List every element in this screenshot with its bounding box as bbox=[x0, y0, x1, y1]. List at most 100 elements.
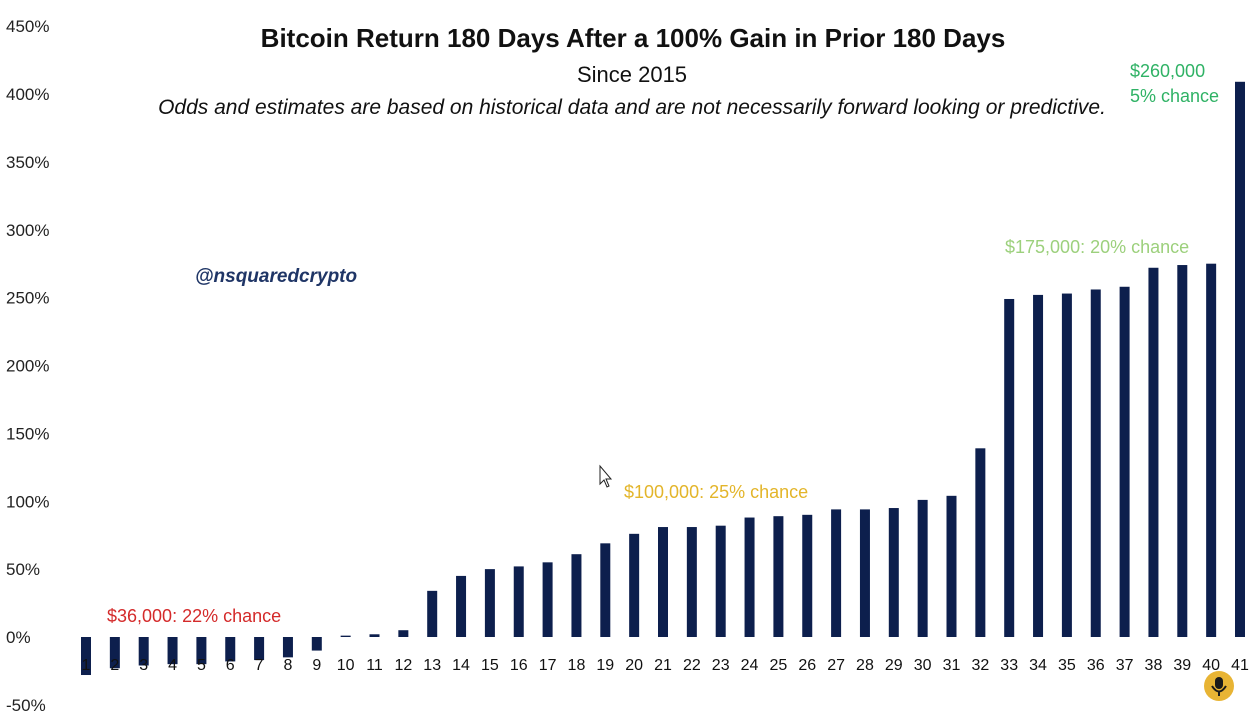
x-axis: 1 2 3 4 5 6 7 8 9 10 11 12 13 14 15 16 17 18 19 20 21 22 23 24 2… bbox=[82, 657, 1249, 674]
x-tick-label: 3 bbox=[139, 657, 148, 674]
x-tick-label: 6 bbox=[226, 657, 235, 674]
bar bbox=[225, 637, 236, 662]
bar bbox=[888, 508, 899, 637]
author-handle: @nsquaredcrypto bbox=[195, 266, 357, 287]
bar bbox=[975, 448, 986, 637]
x-tick-label: 23 bbox=[712, 657, 730, 674]
x-tick-label: 10 bbox=[337, 657, 355, 674]
bar bbox=[138, 637, 149, 666]
x-tick-label: 11 bbox=[366, 657, 383, 674]
x-tick-label: 22 bbox=[683, 657, 701, 674]
y-tick-label: 450% bbox=[6, 17, 49, 36]
bar bbox=[369, 634, 380, 637]
x-tick-label: 27 bbox=[827, 657, 845, 674]
x-tick-label: 30 bbox=[914, 657, 932, 674]
bar bbox=[1148, 267, 1159, 637]
bar bbox=[1177, 265, 1188, 637]
x-tick-label: 26 bbox=[798, 657, 816, 674]
y-tick-label: 250% bbox=[6, 289, 49, 308]
x-tick-label: 37 bbox=[1116, 657, 1134, 674]
y-tick-label: 150% bbox=[6, 424, 49, 443]
bar bbox=[1206, 263, 1217, 637]
bar bbox=[744, 517, 755, 637]
x-tick-label: 29 bbox=[885, 657, 903, 674]
x-tick-label: 16 bbox=[510, 657, 528, 674]
bar bbox=[629, 533, 640, 637]
bar bbox=[859, 509, 870, 637]
x-tick-label: 19 bbox=[596, 657, 614, 674]
bar bbox=[802, 514, 813, 637]
bar bbox=[1004, 298, 1015, 637]
bar bbox=[109, 637, 120, 669]
x-tick-label: 36 bbox=[1087, 657, 1105, 674]
x-tick-label: 35 bbox=[1058, 657, 1076, 674]
chart-title: Bitcoin Return 180 Days After a 100% Gai… bbox=[261, 23, 1006, 53]
x-tick-label: 9 bbox=[312, 657, 321, 674]
x-tick-label: 25 bbox=[770, 657, 788, 674]
bar bbox=[1090, 289, 1101, 637]
annotation-260000-chance: 5% chance bbox=[1130, 86, 1219, 106]
annotation-36000: $36,000: 22% chance bbox=[107, 606, 281, 626]
bar bbox=[773, 516, 784, 637]
x-tick-label: 2 bbox=[110, 657, 119, 674]
x-tick-label: 38 bbox=[1145, 657, 1163, 674]
x-tick-label: 20 bbox=[625, 657, 643, 674]
bar bbox=[196, 637, 207, 665]
y-tick-label: 300% bbox=[6, 221, 49, 240]
bar bbox=[167, 637, 178, 665]
bar bbox=[1033, 294, 1044, 637]
y-tick-label: 50% bbox=[6, 560, 40, 579]
bar bbox=[1119, 286, 1130, 637]
chart-disclaimer: Odds and estimates are based on historic… bbox=[158, 96, 1106, 119]
bar bbox=[398, 630, 409, 637]
bar bbox=[917, 499, 928, 637]
mouse-cursor-icon bbox=[599, 464, 613, 488]
y-tick-label: -50% bbox=[6, 696, 46, 715]
x-tick-label: 14 bbox=[452, 657, 470, 674]
bar bbox=[600, 543, 611, 637]
bar bbox=[311, 637, 322, 651]
bar bbox=[1061, 293, 1072, 637]
x-tick-label: 4 bbox=[168, 657, 177, 674]
bar bbox=[282, 637, 293, 658]
x-tick-label: 41 bbox=[1231, 657, 1249, 674]
y-tick-label: 400% bbox=[6, 85, 49, 104]
y-axis: -50% 0% 50% 100% 150% 200% 250% 300% 350% 400% 450… bbox=[6, 17, 49, 715]
bar bbox=[571, 554, 582, 637]
bar bbox=[946, 495, 957, 637]
x-tick-label: 12 bbox=[394, 657, 412, 674]
x-tick-label: 13 bbox=[423, 657, 441, 674]
bar bbox=[427, 590, 438, 637]
bar bbox=[831, 509, 842, 637]
bars bbox=[81, 81, 1245, 676]
x-tick-label: 18 bbox=[568, 657, 586, 674]
bar bbox=[340, 635, 351, 637]
bar bbox=[542, 562, 553, 637]
bar bbox=[686, 527, 697, 637]
bar bbox=[658, 527, 668, 637]
annotation-175000: $175,000: 20% chance bbox=[1005, 237, 1189, 257]
bar bbox=[456, 575, 467, 637]
x-tick-label: 5 bbox=[197, 657, 206, 674]
x-tick-label: 39 bbox=[1173, 657, 1191, 674]
annotation-100000: $100,000: 25% chance bbox=[624, 482, 808, 502]
x-tick-label: 24 bbox=[741, 657, 759, 674]
podcast-microphone-icon bbox=[1204, 671, 1234, 701]
x-tick-label: 40 bbox=[1202, 657, 1220, 674]
bar bbox=[484, 569, 495, 637]
x-tick-label: 21 bbox=[654, 657, 672, 674]
bar bbox=[513, 566, 524, 637]
y-tick-label: 200% bbox=[6, 357, 49, 376]
x-tick-label: 31 bbox=[943, 657, 961, 674]
y-tick-label: 100% bbox=[6, 492, 49, 511]
x-tick-label: 33 bbox=[1000, 657, 1018, 674]
bar bbox=[254, 637, 265, 661]
chart-subtitle: Since 2015 bbox=[577, 62, 687, 87]
y-tick-label: 0% bbox=[6, 628, 31, 647]
y-tick-label: 350% bbox=[6, 153, 49, 172]
bar bbox=[81, 637, 91, 676]
bar bbox=[715, 525, 726, 637]
x-tick-label: 1 bbox=[82, 657, 91, 674]
x-tick-label: 15 bbox=[481, 657, 499, 674]
